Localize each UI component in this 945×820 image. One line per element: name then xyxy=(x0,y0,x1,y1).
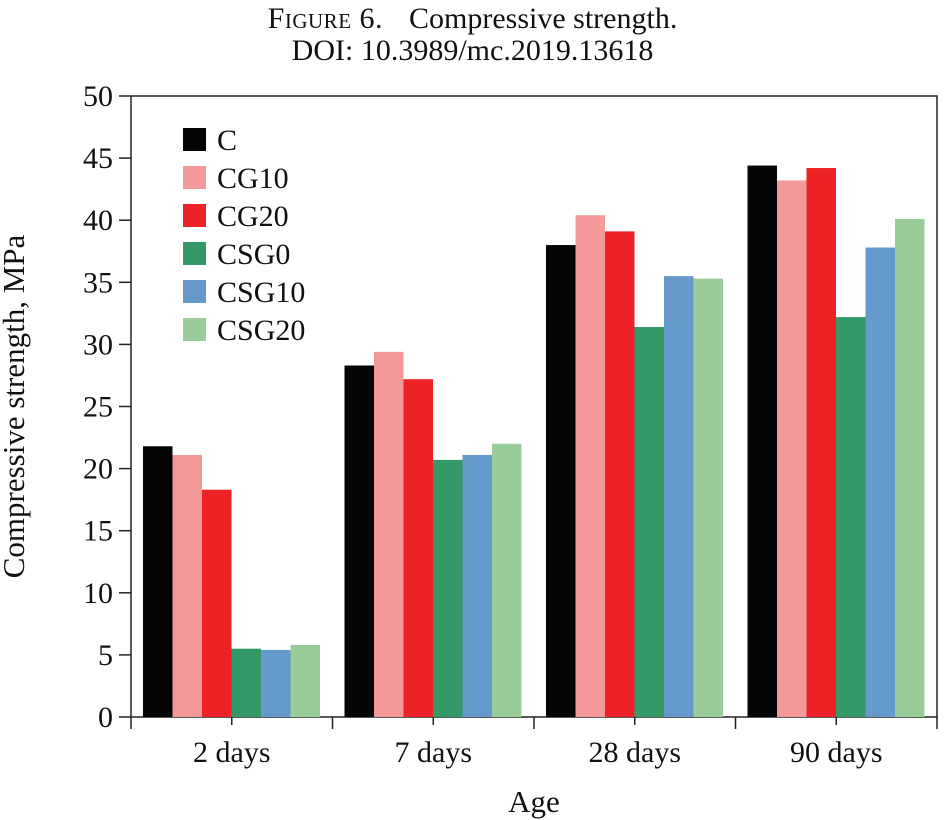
legend-swatch-cg20 xyxy=(183,204,206,227)
y-tick-label: 5 xyxy=(98,639,113,672)
x-tick-label: 7 days xyxy=(395,736,473,769)
y-tick-label: 30 xyxy=(83,328,113,361)
y-tick-label: 25 xyxy=(83,391,113,424)
bar-cg10-7-days xyxy=(374,351,404,717)
legend-label-csg20: CSG20 xyxy=(217,314,305,347)
bar-csg0-2-days xyxy=(231,648,261,717)
bar-cg10-90-days xyxy=(777,180,807,717)
legend-swatch-csg0 xyxy=(183,242,206,265)
legend-label-cg10: CG10 xyxy=(217,162,289,195)
bar-csg20-7-days xyxy=(492,443,522,717)
y-tick-label: 35 xyxy=(83,266,113,299)
bar-c-28-days xyxy=(546,245,576,718)
figure-title: Compressive strength. xyxy=(409,2,678,35)
legend-label-c: C xyxy=(217,124,237,157)
legend-label-cg20: CG20 xyxy=(217,200,289,233)
figure-doi: DOI: 10.3989/mc.2019.13618 xyxy=(291,34,654,67)
bar-csg10-7-days xyxy=(462,454,492,717)
legend-swatch-c xyxy=(183,128,206,151)
x-axis-label: Age xyxy=(508,784,560,819)
y-tick-label: 20 xyxy=(83,453,113,486)
bar-cg20-28-days xyxy=(605,231,635,718)
y-tick-label: 50 xyxy=(83,80,113,113)
x-tick-label: 28 days xyxy=(589,736,682,769)
legend-swatch-csg20 xyxy=(183,318,206,341)
x-tick-label: 2 days xyxy=(193,736,271,769)
bar-csg20-90-days xyxy=(895,218,925,717)
bar-c-7-days xyxy=(344,365,374,717)
bar-csg20-28-days xyxy=(693,278,723,717)
y-axis-label: Compressive strength, MPa xyxy=(0,234,31,578)
bar-c-2-days xyxy=(143,446,173,717)
y-tick-label: 0 xyxy=(98,701,113,734)
legend-swatch-csg10 xyxy=(183,280,206,303)
y-tick-label: 15 xyxy=(83,515,113,548)
bar-cg10-28-days xyxy=(575,215,605,717)
legend-label-csg0: CSG0 xyxy=(217,238,290,271)
figure-label: Figure 6. xyxy=(267,2,384,35)
legend-label-csg10: CSG10 xyxy=(217,276,305,309)
legend-swatch-cg10 xyxy=(183,166,206,189)
bar-cg20-90-days xyxy=(806,168,836,717)
bar-csg10-28-days xyxy=(664,276,694,717)
bar-csg20-2-days xyxy=(290,644,320,717)
y-tick-label: 40 xyxy=(83,204,113,237)
bar-c-90-days xyxy=(747,165,777,717)
bar-csg0-28-days xyxy=(634,327,664,717)
bar-csg0-7-days xyxy=(433,459,463,717)
y-tick-label: 10 xyxy=(83,577,113,610)
bar-csg10-90-days xyxy=(865,247,895,718)
figure-caption: Figure 6. Compressive strength. xyxy=(0,2,945,36)
bar-csg0-90-days xyxy=(836,317,866,717)
y-tick-label: 45 xyxy=(83,142,113,175)
x-tick-label: 90 days xyxy=(790,736,883,769)
bar-cg10-2-days xyxy=(172,454,202,717)
bar-cg20-2-days xyxy=(202,489,232,717)
bar-cg20-7-days xyxy=(403,379,433,717)
bar-csg10-2-days xyxy=(261,649,291,717)
